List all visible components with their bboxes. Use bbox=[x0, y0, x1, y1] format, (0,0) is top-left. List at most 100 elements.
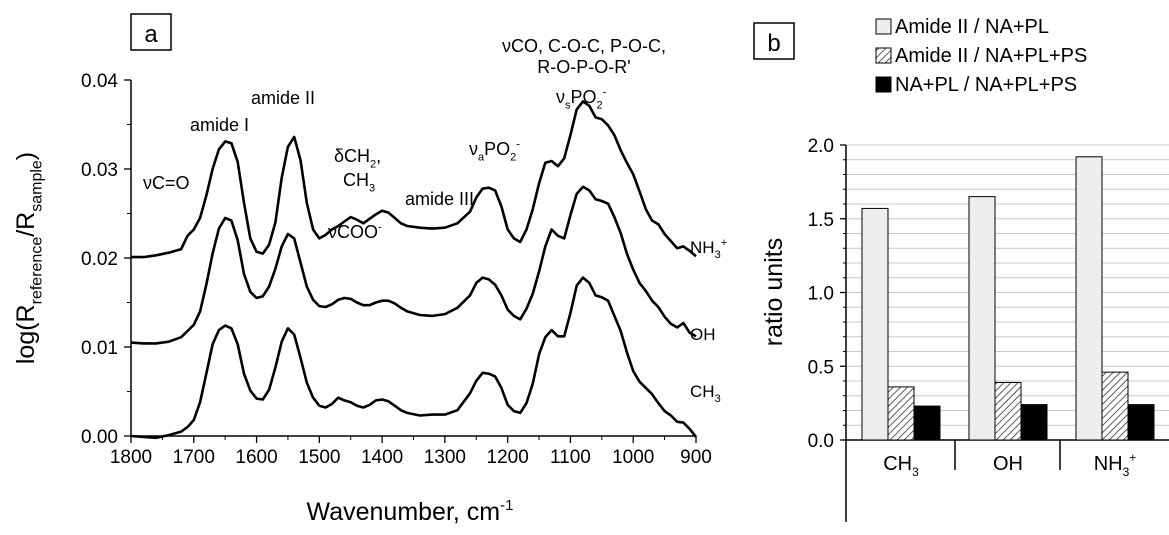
annotation-nuspo2-part: PO bbox=[571, 87, 597, 107]
panel-a-y-axis-title-part: reference bbox=[29, 237, 46, 305]
annotation-ch3-part: 3 bbox=[369, 182, 375, 194]
bar bbox=[913, 405, 941, 441]
bar bbox=[861, 207, 889, 441]
annotation-ch3: CH3 bbox=[343, 170, 375, 194]
series-label: OH bbox=[690, 325, 716, 344]
annotation-nuspo2-part: - bbox=[603, 86, 607, 98]
panel-a-x-tick-label: 900 bbox=[680, 447, 712, 468]
series-label: NH3+ bbox=[690, 237, 727, 261]
annotation-nuspo2-part: s bbox=[565, 99, 571, 111]
annotation-amide-ii-part: amide II bbox=[251, 88, 315, 108]
panel-a-x-tick-label: 1500 bbox=[298, 447, 340, 468]
annotation-nuco-coc: νCO, C-O-C, P-O-C, bbox=[502, 36, 666, 56]
panel-b-y-tick-label: 0.0 bbox=[808, 431, 834, 452]
spectrum-line bbox=[130, 185, 697, 345]
panel-a-x-tick-label: 1100 bbox=[550, 447, 591, 468]
series-label-part: NH bbox=[690, 238, 715, 257]
bar bbox=[1127, 404, 1155, 441]
annotation-nuco-coc-part: νCO, C-O-C, P-O-C, bbox=[502, 36, 666, 56]
panel-b-category-label-part: 3 bbox=[912, 465, 919, 479]
legend-label: Amide II / NA+PL+PS bbox=[895, 45, 1087, 67]
panel-a-x-tick-label: 1600 bbox=[235, 447, 277, 468]
bar bbox=[968, 196, 996, 441]
panel-b-y-axis-title: ratio units bbox=[760, 238, 788, 346]
bar bbox=[1101, 371, 1129, 441]
panel-b-y-tick-label: 2.0 bbox=[808, 136, 834, 157]
annotation-amide-iii-part: amide III bbox=[405, 189, 474, 209]
panel-a-y-tick-label: 0.02 bbox=[81, 249, 118, 270]
panel-a-x-tick-label: 1200 bbox=[487, 447, 529, 468]
panel-b-category-label-part: NH bbox=[1094, 453, 1123, 475]
series-label-part: 3 bbox=[715, 249, 721, 261]
panel-b-category-label: CH3 bbox=[883, 453, 919, 479]
panel-a-x-tick-label: 1300 bbox=[424, 447, 466, 468]
panel-a-y-axis-title: log(Rreference/Rsample) bbox=[12, 152, 46, 364]
legend-swatch bbox=[875, 76, 892, 93]
legend-label: Amide II / NA+PL bbox=[895, 16, 1049, 38]
panel-a-y-axis-title-part: log(R bbox=[12, 304, 40, 364]
annotation-amide-i-part: amide I bbox=[190, 115, 249, 135]
annotation-nuapo2: νaPO2- bbox=[469, 138, 520, 163]
panel-b-category-label: OH bbox=[993, 453, 1023, 475]
panel-a-y-tick-label: 0.04 bbox=[81, 71, 118, 92]
legend-swatch bbox=[875, 18, 892, 35]
annotation-nuco-part: νC=O bbox=[143, 173, 190, 193]
panel-b-y-tick-label: 1.5 bbox=[808, 210, 834, 231]
annotation-nuspo2: νsPO2- bbox=[556, 86, 607, 111]
panel-b-y-tick-label: 1.0 bbox=[808, 284, 834, 305]
panel-a-x-tick-label: 1800 bbox=[110, 447, 152, 468]
panel-a-y-tick-label: 0.01 bbox=[81, 338, 118, 359]
legend-label: NA+PL / NA+PL+PS bbox=[895, 74, 1077, 96]
annotation-amide-ii: amide II bbox=[251, 88, 315, 108]
annotation-nuapo2-part: a bbox=[478, 151, 485, 163]
panel-b-category-label-part: + bbox=[1129, 451, 1136, 465]
annotation-nuapo2-part: PO bbox=[484, 139, 510, 159]
annotation-nucoo-part: νCOO bbox=[328, 222, 378, 242]
bar bbox=[1020, 404, 1048, 441]
panel-a-y-axis-title-part: ) bbox=[12, 152, 40, 160]
series-label-part: + bbox=[721, 237, 727, 249]
annotation-delta-ch2-part: , bbox=[376, 146, 381, 166]
annotation-nuspo2-part: 2 bbox=[597, 99, 603, 111]
series-label-part: 3 bbox=[715, 393, 721, 405]
panel-a-y-tick-label: 0.03 bbox=[81, 160, 118, 181]
spectrum-line bbox=[131, 100, 697, 259]
annotation-nuapo2-part: ν bbox=[469, 139, 478, 159]
panel-a-y-axis-title-part: /R bbox=[12, 212, 40, 237]
panel-b-category-label-part: CH bbox=[883, 453, 912, 475]
annotation-nucoo: νCOO- bbox=[328, 221, 382, 242]
annotation-ropor: R-O-P-O-R' bbox=[537, 57, 630, 77]
spectrum-line bbox=[130, 276, 698, 440]
series-label-part: CH bbox=[690, 382, 715, 401]
bar bbox=[994, 381, 1022, 441]
annotation-delta-ch2-part: 2 bbox=[370, 158, 376, 170]
x-axis-title-main: Wavenumber, cm bbox=[307, 498, 501, 526]
x-axis-title-sup: -1 bbox=[500, 497, 513, 514]
annotation-amide-i: amide I bbox=[190, 115, 249, 135]
panel-a-label-box bbox=[130, 13, 172, 51]
series-label-part: OH bbox=[690, 325, 716, 344]
annotation-ch3-part: CH bbox=[343, 170, 369, 190]
panel-a-x-axis-title: Wavenumber, cm-1 bbox=[307, 497, 514, 526]
annotation-nuapo2-part: - bbox=[516, 138, 520, 150]
panel-a-x-tick-label: 1400 bbox=[361, 447, 403, 468]
bar bbox=[887, 386, 915, 441]
annotation-nuspo2-part: ν bbox=[556, 87, 565, 107]
panel-b-label: b bbox=[767, 30, 780, 57]
bar bbox=[1075, 156, 1103, 441]
legend-swatch bbox=[875, 47, 892, 64]
panel-b-category-label-part: 3 bbox=[1123, 465, 1130, 479]
panel-a-x-tick-label: 1000 bbox=[612, 447, 654, 468]
annotation-nucoo-part: - bbox=[378, 221, 382, 233]
annotation-delta-ch2-part: δCH bbox=[334, 146, 370, 166]
annotation-amide-iii: amide III bbox=[405, 189, 474, 209]
panel-a-x-tick-label: 1700 bbox=[173, 447, 215, 468]
annotation-delta-ch2: δCH2, bbox=[334, 146, 381, 170]
panel-b-category-label-part: OH bbox=[993, 453, 1023, 475]
panel-b-y-tick-label: 0.5 bbox=[808, 357, 834, 378]
panel-a-y-tick-label: 0.00 bbox=[81, 427, 118, 448]
series-label: CH3 bbox=[690, 382, 721, 405]
panel-b-label-box bbox=[753, 22, 795, 60]
